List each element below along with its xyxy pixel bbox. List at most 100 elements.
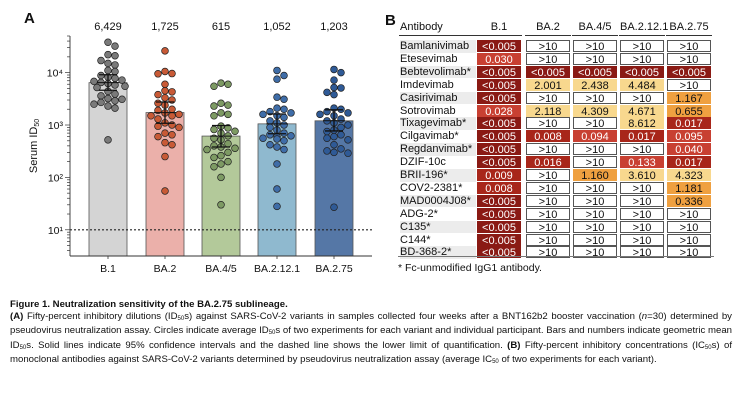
subscript: 50: [268, 330, 276, 337]
data-point: [231, 127, 239, 136]
ic50-cell: <0.005: [667, 65, 711, 79]
data-point: [217, 201, 225, 209]
data-point: [330, 90, 338, 99]
x-tick-label-B.1: B.1: [100, 263, 116, 275]
table-bottom-rule: [398, 256, 714, 257]
panel-a-letter: A: [24, 10, 35, 27]
data-point: [217, 99, 225, 108]
data-point: [168, 88, 176, 96]
data-point: [337, 123, 345, 132]
caption-text: s) against SARS-CoV-2 variants in sample…: [184, 310, 642, 322]
ic50-cell: 0.040: [667, 143, 711, 156]
data-point: [210, 153, 218, 162]
y-tick-label: 10²: [48, 172, 64, 184]
data-point: [266, 107, 274, 116]
data-point: [111, 42, 119, 50]
ic50-cell: >10: [573, 117, 617, 130]
header-underline: [476, 35, 522, 36]
caption-a-label: (A): [10, 310, 24, 322]
data-point: [175, 123, 183, 132]
ic50-cell: >10: [526, 117, 570, 130]
ic50-cell: <0.005: [477, 117, 521, 130]
ic50-cell: <0.005: [477, 143, 521, 156]
data-point: [210, 82, 218, 90]
figure-caption: Figure 1. Neutralization sensitivity of …: [10, 299, 732, 369]
caption-text: Fifty-percent inhibitory dilutions (ID: [23, 310, 178, 322]
data-point: [161, 152, 169, 161]
data-point: [111, 67, 119, 76]
table-footnote: * Fc-unmodified IgG1 antibody.: [398, 262, 542, 274]
data-point: [344, 149, 352, 157]
data-point: [104, 102, 112, 110]
data-point: [104, 66, 112, 75]
data-point: [330, 83, 338, 92]
ic50-cell: >10: [573, 52, 617, 66]
table-row: MAD0004J08* <0.005 >10 >10 >10 0.336: [398, 194, 714, 208]
data-point: [217, 160, 225, 168]
y-tick-label: 10³: [48, 120, 64, 132]
ic50-cell: 0.095: [667, 130, 711, 143]
column-header: B.1: [490, 21, 508, 33]
table-row: Sotrovimab 0.028 2.118 4.309 4.671 0.655: [398, 104, 714, 118]
data-point: [280, 113, 288, 122]
geomean-label-BA.2.75: 1,203: [320, 21, 348, 33]
data-point: [210, 102, 218, 110]
header-underline: [666, 35, 712, 36]
data-point: [344, 109, 352, 117]
ic50-cell: >10: [573, 207, 617, 221]
ic50-cell: 0.030: [477, 52, 521, 66]
ic50-cell: >10: [526, 143, 570, 156]
ic50-cell: >10: [573, 143, 617, 156]
table-row: Regdanvimab* <0.005 >10 >10 >10 0.040: [398, 143, 714, 156]
ic50-cell: <0.005: [477, 78, 521, 92]
subscript: 50: [177, 315, 185, 322]
data-point: [104, 94, 112, 103]
ic50-cell: 1.160: [573, 169, 617, 182]
ic50-cell: >10: [573, 220, 617, 234]
table-row: BRII-196* 0.009 >10 1.160 3.610 4.323: [398, 169, 714, 182]
ic50-cell: >10: [620, 40, 664, 53]
data-point: [337, 145, 345, 153]
data-point: [111, 61, 119, 69]
ic50-cell: >10: [620, 91, 664, 105]
antibody-name: BD-368-2*: [400, 246, 476, 259]
data-point: [344, 121, 352, 129]
data-point: [217, 79, 225, 87]
data-point: [147, 112, 155, 120]
ic50-cell: 0.655: [667, 104, 711, 118]
data-point: [111, 81, 119, 89]
ic50-cell: >10: [667, 233, 711, 247]
data-point: [224, 157, 232, 166]
ic50-cell: <0.005: [573, 65, 617, 79]
data-point: [168, 112, 176, 120]
ic50-cell: 4.309: [573, 104, 617, 118]
header-underline: [399, 35, 477, 36]
subscript: 50: [492, 359, 499, 366]
ic50-cell: >10: [526, 233, 570, 247]
data-point: [97, 98, 105, 107]
antibody-name: ADG-2*: [400, 207, 476, 221]
ic50-cell: 2.438: [573, 78, 617, 92]
data-point: [323, 147, 331, 155]
data-point: [203, 145, 211, 154]
x-tick-label-BA.2.75: BA.2.75: [315, 263, 353, 275]
table-row: C144* <0.005 >10 >10 >10 >10: [398, 233, 714, 247]
geomean-label-B.1: 6,429: [94, 21, 122, 33]
ic50-cell: 0.017: [667, 156, 711, 169]
ic50-cell: 0.009: [477, 169, 521, 182]
ic50-cell: <0.005: [477, 130, 521, 143]
antibody-name: C144*: [400, 233, 476, 246]
ic50-cell: 0.008: [526, 130, 570, 143]
data-point: [97, 56, 105, 65]
data-point: [330, 65, 338, 74]
ic50-cell: 4.671: [620, 104, 664, 118]
data-point: [175, 110, 183, 119]
data-point: [337, 131, 345, 139]
subscript: 50: [19, 344, 27, 351]
data-point: [266, 123, 274, 132]
ic50-cell: 1.167: [667, 91, 711, 105]
ic50-cell: >10: [573, 181, 617, 195]
table-row: DZIF-10c <0.005 0.016 >10 0.133 0.017: [398, 156, 714, 169]
ic50-cell: >10: [526, 181, 570, 195]
antibody-name: Sotrovimab: [400, 104, 476, 117]
